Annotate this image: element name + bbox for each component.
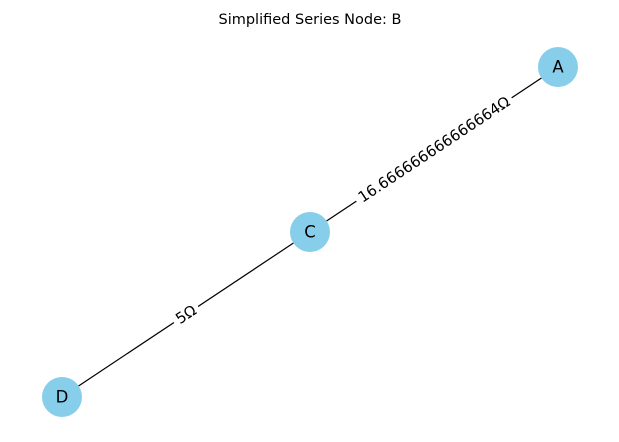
edge-a-c-label-bg xyxy=(351,90,517,209)
node-c-label: C xyxy=(304,223,316,242)
node-a-label: A xyxy=(552,58,564,77)
edge-c-d-label-bg xyxy=(168,298,204,331)
node-d-circle xyxy=(42,377,82,417)
node-d-label: D xyxy=(56,388,69,407)
node-d: D xyxy=(42,377,82,417)
node-c-circle xyxy=(290,212,330,252)
node-a: A xyxy=(538,47,578,87)
graph-title: Simplified Series Node: B xyxy=(219,12,402,28)
node-c: C xyxy=(290,212,330,252)
node-a-circle xyxy=(538,47,578,87)
edge-a-c-label: 16.666666666666664Ω xyxy=(355,93,514,207)
edge-a-c: 16.666666666666664Ω xyxy=(309,66,559,233)
edge-c-d: 5Ω xyxy=(61,231,311,398)
